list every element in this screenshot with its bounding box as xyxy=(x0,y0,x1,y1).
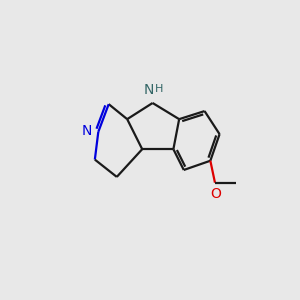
Text: O: O xyxy=(211,187,222,201)
Text: N: N xyxy=(82,124,92,138)
Text: H: H xyxy=(155,84,163,94)
Text: N: N xyxy=(143,82,154,97)
